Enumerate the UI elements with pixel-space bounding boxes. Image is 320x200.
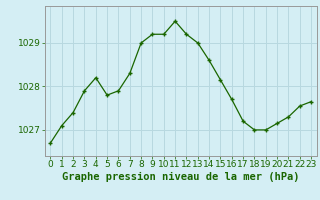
X-axis label: Graphe pression niveau de la mer (hPa): Graphe pression niveau de la mer (hPa)	[62, 172, 300, 182]
